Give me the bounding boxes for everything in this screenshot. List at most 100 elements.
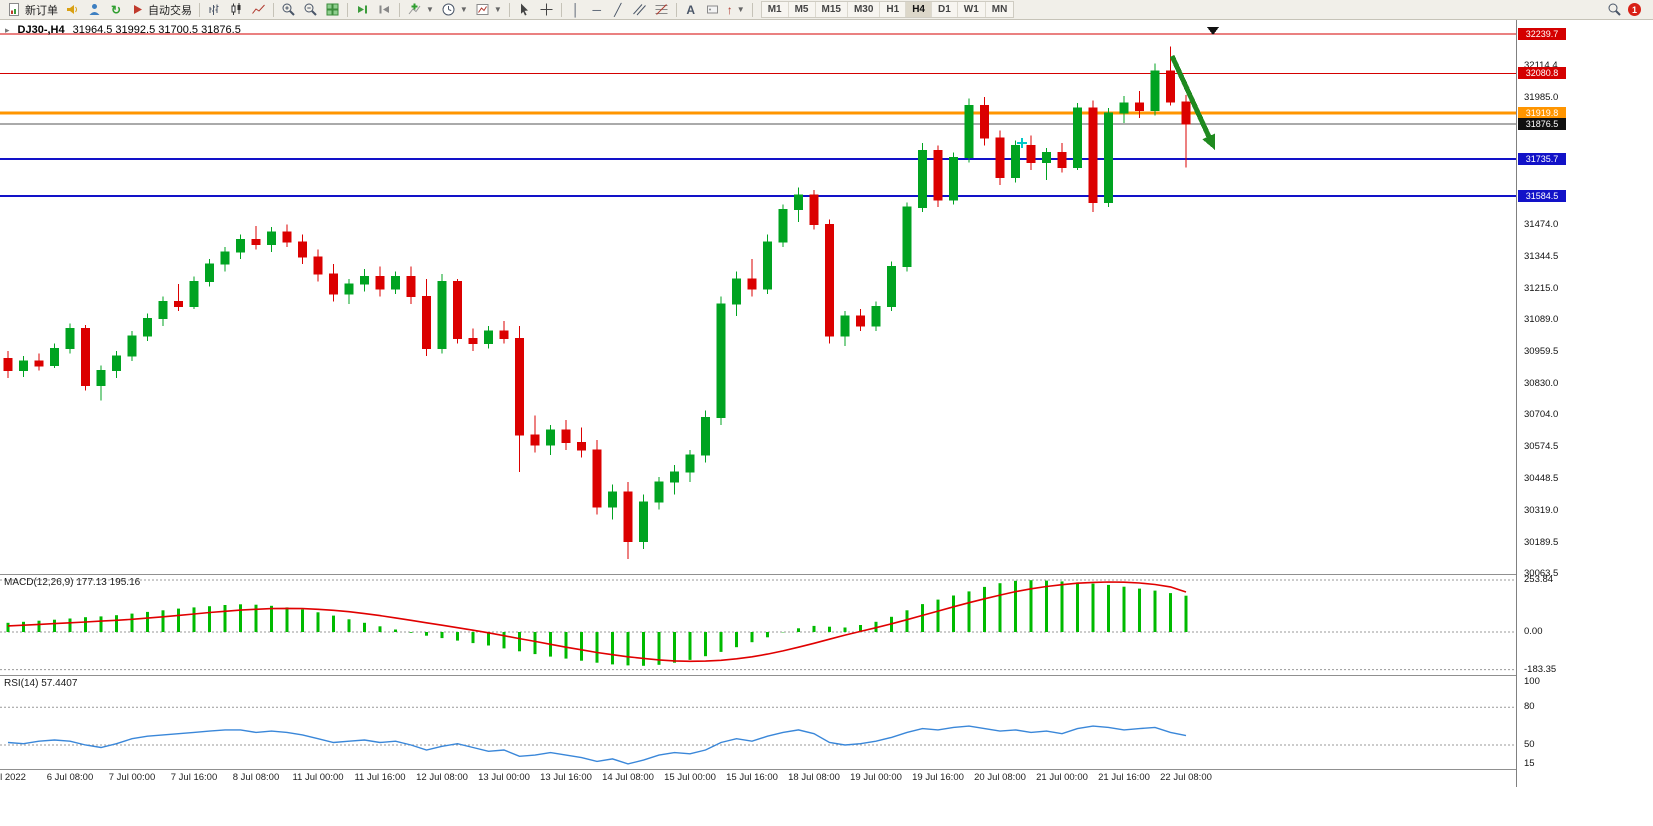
new-order-label: 新订单: [25, 4, 58, 17]
one-click-trading-toggle[interactable]: ▸: [5, 24, 10, 35]
bar-chart-icon: [209, 4, 219, 15]
refresh-button[interactable]: ↻: [106, 1, 126, 19]
new-order-icon: [9, 3, 19, 16]
zoom-in-button[interactable]: [278, 1, 299, 19]
candlestick-button[interactable]: [226, 1, 247, 19]
time-label: 11 Jul 16:00: [354, 772, 406, 783]
time-label: 13 Jul 00:00: [478, 772, 530, 783]
toolbar-separator: [399, 2, 400, 17]
toolbar-separator: [273, 2, 274, 17]
macd-indicator-label: MACD(12,26,9) 177.13 195.16: [4, 577, 141, 588]
timeframe-w1[interactable]: W1: [958, 2, 986, 17]
templates-button[interactable]: ▼: [472, 1, 505, 19]
chart-shift-button[interactable]: [374, 1, 395, 19]
rsi-axis-label: 15: [1524, 758, 1535, 769]
toolbar-right-tools: 1: [1607, 2, 1649, 17]
timeframe-m1[interactable]: M1: [762, 2, 789, 17]
template-icon: [476, 4, 489, 15]
price-axis-label: 31215.0: [1524, 282, 1559, 294]
chevron-down-icon: ▼: [459, 5, 468, 14]
price-axis-label: 31089.0: [1524, 313, 1559, 325]
time-label: 15 Jul 00:00: [664, 772, 716, 783]
time-label: 18 Jul 08:00: [788, 772, 840, 783]
search-icon[interactable]: [1607, 2, 1622, 17]
alerts-button[interactable]: [62, 1, 83, 19]
macd-axis-label: -183.35: [1524, 663, 1557, 675]
autoscroll-button[interactable]: [352, 1, 373, 19]
time-label: 15 Jul 16:00: [726, 772, 778, 783]
toolbar-separator: [508, 2, 510, 17]
chart-header: ▸ DJ30-,H4 31964.5 31992.5 31700.5 31876…: [5, 24, 241, 36]
macd-axis-label: 253.84: [1524, 573, 1554, 585]
timeframe-d1[interactable]: D1: [932, 2, 958, 17]
price-axis-label: 30574.5: [1524, 441, 1559, 453]
toolbar-separator: [199, 2, 200, 17]
text-tool[interactable]: A: [681, 1, 701, 19]
time-label: 12 Jul 08:00: [416, 772, 468, 783]
timeframe-h1[interactable]: H1: [880, 2, 907, 17]
chevron-down-icon: ▼: [736, 5, 745, 14]
clock-icon: [442, 3, 455, 16]
macd-axis-label: 0.00: [1524, 626, 1543, 637]
chart-shift-icon: [379, 5, 389, 14]
vertical-line-tool[interactable]: │: [566, 1, 586, 19]
cursor-button[interactable]: [514, 1, 535, 19]
candlestick-icon: [231, 3, 241, 15]
main-chart[interactable]: [0, 20, 1516, 574]
timeframe-m5[interactable]: M5: [789, 2, 816, 17]
toolbar-separator: [751, 2, 753, 17]
price-tag: 31735.7: [1518, 152, 1566, 165]
vertical-line-icon: │: [572, 2, 580, 17]
chevron-down-icon: ▼: [493, 5, 502, 14]
trendline-tool[interactable]: ╱: [608, 1, 628, 19]
autotrade-icon: [134, 5, 142, 14]
chevron-down-icon: ▼: [426, 5, 434, 14]
zoom-in-icon: [282, 3, 295, 16]
time-label: 6 Jul 08:00: [46, 772, 94, 783]
time-label: 14 Jul 08:00: [602, 772, 654, 783]
macd-panel[interactable]: [0, 574, 1516, 675]
autotrade-label: 自动交易: [148, 4, 192, 17]
price-axis-label: 32114.4: [1524, 59, 1558, 71]
rsi-axis-label: 100: [1524, 676, 1540, 687]
timeframe-mn[interactable]: MN: [991, 4, 1008, 15]
toolbar-separator: [347, 2, 348, 17]
time-label: 7 Jul 16:00: [170, 772, 218, 783]
autotrade-button[interactable]: 自动交易: [127, 1, 195, 19]
price-tag: 31919.8: [1518, 107, 1566, 120]
time-label: 19 Jul 16:00: [912, 772, 964, 783]
community-button[interactable]: [84, 1, 105, 19]
autoscroll-icon: [358, 5, 367, 14]
zoom-out-button[interactable]: [300, 1, 321, 19]
price-axis-label: 30830.0: [1524, 378, 1559, 390]
line-chart-button[interactable]: [248, 1, 269, 19]
indicators-button[interactable]: ▼: [404, 1, 437, 19]
timeframe-toolbar: M1 M5 M15 M30 H1 H4 D1 W1 MN: [760, 1, 1015, 18]
current-price-tag: 31876.5: [1518, 117, 1566, 130]
refresh-icon: ↻: [110, 2, 122, 17]
fibonacci-tool[interactable]: [651, 1, 672, 19]
timeframe-m30[interactable]: M30: [848, 2, 881, 17]
channel-tool[interactable]: [629, 1, 650, 19]
horizontal-line-icon: ─: [592, 2, 602, 17]
time-label: 22 Jul 08:00: [1160, 772, 1212, 783]
rsi-panel[interactable]: [0, 675, 1516, 769]
tile-windows-button[interactable]: [322, 1, 343, 19]
horizontal-line-tool[interactable]: ─: [587, 1, 607, 19]
timeframe-m15[interactable]: M15: [816, 2, 848, 17]
label-tool[interactable]: [702, 1, 723, 19]
price-axis-label: 30448.5: [1524, 472, 1559, 484]
notification-badge[interactable]: 1: [1628, 3, 1641, 16]
profile-icon: [89, 4, 100, 15]
arrows-tool[interactable]: ↑ ▼: [724, 1, 748, 19]
time-label: 21 Jul 16:00: [1098, 772, 1150, 783]
bar-chart-button[interactable]: [204, 1, 225, 19]
cursor-icon: [520, 3, 528, 16]
new-order-button[interactable]: 新订单: [4, 1, 61, 19]
periods-button[interactable]: ▼: [438, 1, 471, 19]
crosshair-button[interactable]: [536, 1, 557, 19]
price-tag: 32080.8: [1518, 67, 1566, 80]
trendline-icon: ╱: [614, 2, 622, 17]
timeframe-h4[interactable]: H4: [906, 2, 932, 17]
time-label: 13 Jul 16:00: [540, 772, 592, 783]
